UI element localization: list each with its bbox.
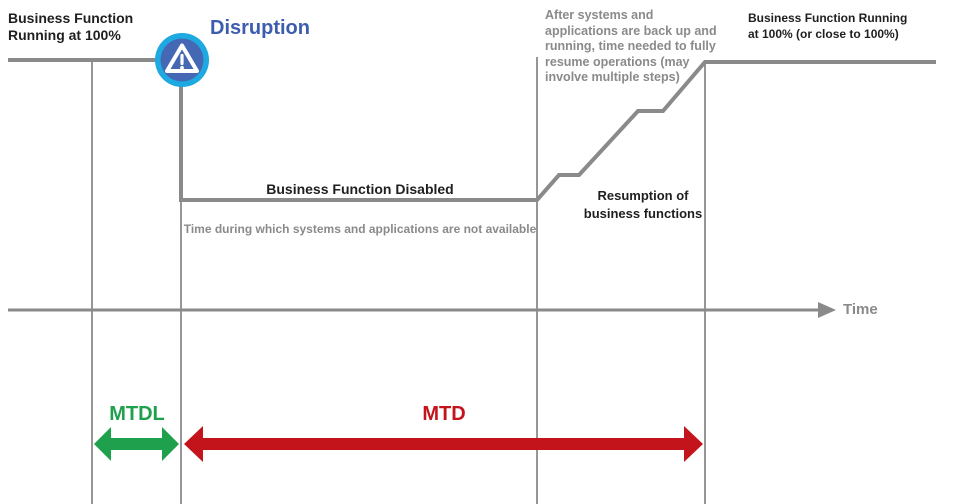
mtd-label: MTD (422, 403, 466, 425)
recovery-note-line-5: involve multiple steps) (545, 70, 680, 84)
disruption-label: Disruption (210, 17, 310, 39)
recovery-note-line-3: running, time needed to fully (545, 39, 716, 53)
time-axis-arrowhead-icon (818, 302, 836, 318)
warning-triangle-icon (165, 43, 199, 73)
mtdl-arrow (94, 427, 179, 461)
resumption-line-1: Resumption of (597, 188, 689, 203)
recovery-note: After systems and applications are back … (545, 8, 717, 86)
resumption-label: Resumption of business functions (568, 187, 718, 223)
resumption-line-2: business functions (583, 206, 703, 221)
start-state-line-1: Business Function (8, 10, 134, 26)
start-state-line-2: Running at 100% (8, 27, 121, 43)
warning-exclamation-dot (180, 65, 184, 70)
recovery-note-line-2: applications are back up and (545, 23, 717, 38)
end-state-line-1: Business Function Running (748, 11, 908, 25)
time-axis-label: Time (843, 301, 878, 318)
recovery-note-line-1: After systems and (545, 8, 654, 22)
downtime-state-label: Business Function Disabled (266, 181, 454, 197)
disruption-warning-icon (155, 33, 209, 87)
recovery-note-line-4: resume operations (may (545, 54, 690, 69)
mtdl-label: MTDL (109, 403, 165, 425)
mtd-arrow (184, 426, 703, 462)
end-state-label: Business Function Running at 100% (or cl… (748, 10, 907, 42)
downtime-note: Time during which systems and applicatio… (183, 222, 537, 236)
availability-curve (8, 58, 936, 202)
end-state-line-2: at 100% (or close to 100%) (748, 27, 899, 41)
start-state-label: Business Function Running at 100% (8, 10, 133, 44)
